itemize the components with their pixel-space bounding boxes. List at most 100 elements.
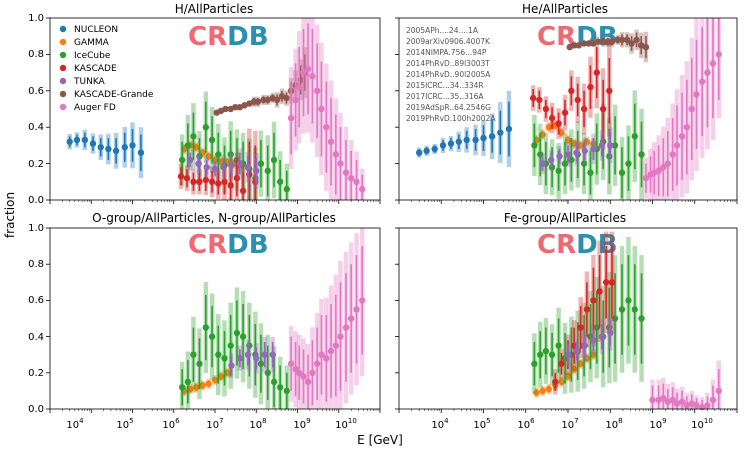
xtick-label: 105 xyxy=(473,417,490,431)
data-point xyxy=(574,96,581,104)
data-point xyxy=(556,153,563,160)
data-point xyxy=(715,387,722,395)
legend-marker-kascade-grande xyxy=(59,90,67,98)
data-point xyxy=(568,156,575,164)
data-point xyxy=(704,69,711,76)
plot-area-he xyxy=(395,17,738,204)
data-point xyxy=(660,164,667,171)
data-point xyxy=(227,151,234,158)
data-point xyxy=(304,378,312,386)
data-point xyxy=(199,382,206,389)
legend-label-gamma: GAMMA xyxy=(74,38,110,48)
panel-title-he: He/AllParticles xyxy=(522,2,608,16)
data-point xyxy=(558,129,565,136)
data-point xyxy=(353,306,360,313)
xtick-label: 1010 xyxy=(335,417,357,431)
data-point xyxy=(536,96,543,104)
data-point xyxy=(287,114,295,122)
series-nucleon xyxy=(66,122,145,179)
data-point xyxy=(227,342,234,349)
panel-h: H/AllParticles CRDB 0.0 0.2 0.4 0.6 0.8 … xyxy=(28,2,381,206)
data-point xyxy=(228,362,235,369)
data-point xyxy=(313,360,321,367)
y-axis-label: fraction xyxy=(3,192,17,238)
data-point xyxy=(580,160,588,167)
series-auger-fd xyxy=(287,228,366,409)
series-kascade xyxy=(552,231,616,395)
data-point xyxy=(698,78,706,85)
reference-entry: 2005APh....24....1A xyxy=(406,26,479,35)
panel-title-fe-group: Fe-group/AllParticles xyxy=(504,211,626,225)
data-point xyxy=(593,69,600,76)
data-point xyxy=(215,151,222,158)
data-point xyxy=(196,360,203,367)
data-point xyxy=(590,297,597,304)
data-point xyxy=(533,389,540,396)
data-point xyxy=(202,124,210,131)
data-point xyxy=(431,145,438,153)
data-point xyxy=(683,124,691,131)
data-point xyxy=(678,133,686,140)
series-auger-fd xyxy=(642,18,722,200)
data-point xyxy=(693,91,700,98)
xtick-label: 105 xyxy=(116,417,133,431)
xtick-label: 106 xyxy=(162,417,180,431)
data-point xyxy=(415,149,423,156)
legend-marker-auger-fd xyxy=(59,103,67,111)
data-point xyxy=(253,167,260,175)
data-point xyxy=(300,69,307,76)
data-point xyxy=(625,160,632,167)
data-point xyxy=(655,167,662,175)
data-point xyxy=(599,105,607,113)
data-point xyxy=(283,185,290,193)
data-point xyxy=(205,380,212,387)
reference-entry: 2019PhRvD.100h2002A xyxy=(406,114,496,123)
data-point xyxy=(287,360,295,367)
data-point xyxy=(337,160,344,167)
data-point xyxy=(283,387,290,395)
data-point xyxy=(577,360,584,367)
data-point xyxy=(215,351,222,358)
data-point xyxy=(678,398,686,405)
series-tunka xyxy=(186,148,260,189)
data-point xyxy=(664,160,671,167)
data-point xyxy=(542,347,550,355)
xtick-label: 109 xyxy=(649,417,666,431)
data-point xyxy=(89,140,97,147)
data-point xyxy=(607,142,614,149)
reference-entry: 2017ICRC...35..316A xyxy=(406,92,484,101)
data-point xyxy=(276,178,284,185)
legend-label-tunka: TUNKA xyxy=(73,77,106,87)
reference-entry: 2015ICRC...34..334R xyxy=(406,81,484,90)
panel-title-h: H/AllParticles xyxy=(175,2,254,16)
xtick-label: 104 xyxy=(431,417,449,431)
data-point xyxy=(186,156,194,164)
data-point xyxy=(137,149,145,156)
data-point xyxy=(570,342,578,349)
data-point xyxy=(239,187,247,195)
data-point xyxy=(81,136,89,144)
data-point xyxy=(327,138,335,145)
data-point xyxy=(673,142,681,149)
data-point xyxy=(688,105,695,113)
data-point xyxy=(347,174,355,182)
data-point xyxy=(283,94,290,102)
data-point xyxy=(347,315,355,322)
data-point xyxy=(611,142,619,149)
data-point xyxy=(270,156,278,164)
data-point xyxy=(472,136,479,144)
data-point xyxy=(552,378,559,386)
data-point xyxy=(217,373,225,380)
data-point xyxy=(704,402,711,409)
data-point xyxy=(183,174,191,182)
data-point xyxy=(542,105,550,113)
data-point xyxy=(623,36,631,44)
data-point xyxy=(232,103,239,111)
data-point xyxy=(192,144,200,151)
data-point xyxy=(570,140,578,147)
crdb-logo-fe-group: CRDB xyxy=(537,230,618,260)
data-point xyxy=(575,42,582,49)
data-point xyxy=(548,351,556,358)
data-point xyxy=(664,398,671,405)
